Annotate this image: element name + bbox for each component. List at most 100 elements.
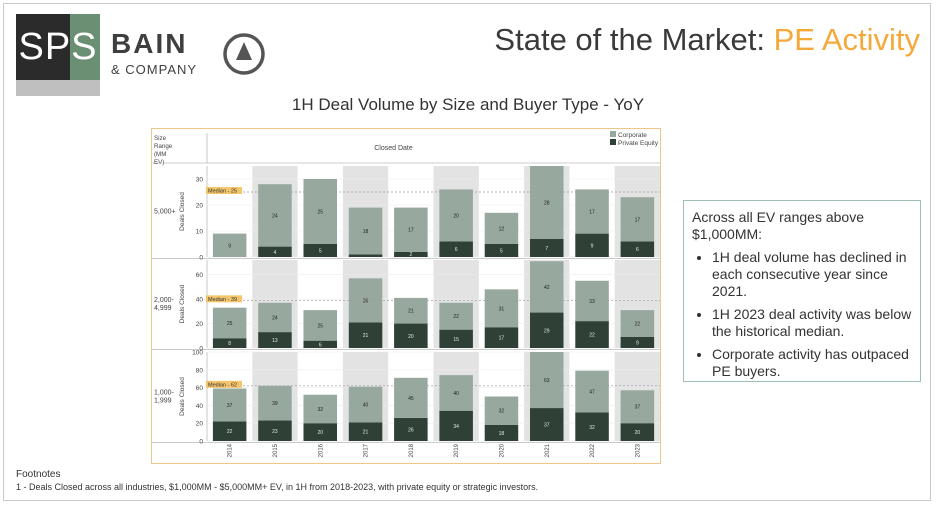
bar-corporate (394, 207, 428, 252)
bar-private-equity (439, 241, 473, 257)
bar-private-equity (258, 332, 292, 348)
bar-corporate (439, 375, 473, 411)
data-label-corporate: 37 (635, 405, 641, 411)
bar-private-equity (303, 340, 338, 348)
data-label-corporate: 22 (635, 322, 641, 328)
bar-private-equity (575, 412, 609, 441)
data-label-corporate: 18 (363, 229, 369, 235)
data-label-corporate: 33 (589, 299, 595, 305)
data-label-corporate: 39 (272, 401, 278, 407)
row-header-label: EV) (154, 159, 164, 166)
bar-private-equity (394, 323, 428, 348)
y-axis-label: Deals Closed (179, 377, 186, 416)
legend-label-corporate: Corporate (618, 132, 647, 139)
data-label-private-equity: 34 (453, 424, 459, 430)
bar-corporate (620, 197, 655, 242)
row-header-label: Size (154, 135, 167, 142)
data-label-private-equity: 22 (589, 333, 595, 339)
bar-corporate (212, 233, 247, 257)
chart-area: Size Range (MM EV) Closed Date Corporate Priva… (151, 128, 661, 464)
x-tick-label: 2021 (545, 443, 551, 457)
bar-private-equity (303, 423, 338, 441)
bar-corporate (575, 370, 609, 413)
bar-corporate (439, 302, 473, 330)
bar-private-equity (394, 251, 428, 257)
y-tick-label: 60 (196, 385, 204, 392)
x-tick-label: 2016 (318, 443, 324, 457)
y-tick-label: 30 (196, 177, 204, 184)
sps-bain-logo: SPS BAIN & COMPANY (16, 14, 266, 98)
data-label-corporate: 37 (227, 403, 233, 409)
legend-label-private-equity: Private Equity (618, 140, 659, 147)
footnotes-text: 1 - Deals Closed across all industries, … (16, 482, 539, 492)
data-label-private-equity: 5 (500, 249, 503, 255)
bar-corporate (394, 377, 428, 418)
size-range-label: 1,999 (154, 398, 172, 405)
legend-swatch-private-equity (610, 139, 616, 145)
y-tick-label: 20 (196, 421, 204, 428)
data-label-private-equity: 5 (319, 249, 322, 255)
data-label-corporate: 22 (453, 314, 459, 320)
size-range-label: 2,000- (154, 297, 175, 304)
bar-corporate (529, 166, 564, 239)
bar-corporate (620, 390, 655, 424)
bain-wordmark: BAIN (111, 28, 188, 59)
bar-corporate (529, 352, 564, 409)
bar-corporate (575, 280, 609, 322)
data-label-private-equity: 17 (499, 336, 505, 342)
y-axis-label: Deals Closed (179, 284, 186, 323)
y-tick-label: 100 (192, 350, 203, 357)
bar-private-equity (258, 246, 292, 257)
y-axis-label: Deals Closed (179, 192, 186, 231)
bar-corporate (303, 394, 338, 424)
data-label-private-equity: 20 (408, 334, 414, 340)
data-label-private-equity: 20 (635, 430, 641, 436)
bar-private-equity (439, 410, 473, 441)
data-label-private-equity: 8 (228, 341, 231, 347)
callout-bullet: 1H deal volume has declined in each cons… (712, 249, 912, 300)
bar-private-equity (439, 329, 473, 348)
x-tick-label: 2018 (409, 443, 415, 457)
bar-corporate (484, 212, 519, 244)
bar-corporate (303, 179, 338, 244)
data-label-private-equity: 2 (409, 252, 412, 258)
bar-corporate (303, 310, 338, 341)
bar-private-equity (620, 423, 655, 441)
callout-box: Across all EV ranges above $1,000MM: 1H … (683, 200, 921, 382)
data-label-corporate: 24 (272, 213, 278, 219)
data-label-private-equity: 21 (363, 430, 369, 436)
bar-private-equity (258, 420, 292, 441)
bar-private-equity (212, 421, 247, 441)
median-label: Median - 25 (208, 189, 237, 195)
y-tick-label: 60 (196, 272, 204, 279)
callout-heading: Across all EV ranges above $1,000MM: (692, 209, 864, 242)
bar-corporate (529, 261, 564, 313)
bar-private-equity (348, 254, 383, 257)
x-tick-label: 2019 (454, 443, 460, 457)
data-label-private-equity: 7 (545, 246, 548, 252)
y-tick-label: 40 (196, 297, 204, 304)
callout-list: 1H deal volume has declined in each cons… (692, 249, 912, 380)
bar-corporate (212, 307, 247, 339)
median-label: Median - 39 (208, 297, 237, 303)
x-tick-label: 2017 (364, 443, 370, 457)
page-title-main: State of the Market: (494, 22, 774, 57)
bar-corporate (439, 189, 473, 242)
data-label-corporate: 21 (408, 309, 414, 315)
logo-gray-bar (16, 80, 100, 96)
data-label-corporate: 17 (408, 228, 414, 234)
bar-corporate (575, 189, 609, 234)
bar-corporate (258, 184, 292, 247)
bar-private-equity (348, 422, 383, 441)
row-header-label: Range (154, 143, 173, 150)
data-label-corporate: 40 (363, 403, 369, 409)
data-label-private-equity: 9 (636, 341, 639, 347)
data-label-private-equity: 37 (544, 423, 550, 429)
bar-corporate (348, 386, 383, 423)
data-label-corporate: 20 (453, 213, 459, 219)
data-label-private-equity: 6 (319, 342, 322, 348)
data-label-private-equity: 20 (317, 430, 323, 436)
bar-private-equity (529, 312, 564, 348)
y-tick-label: 80 (196, 367, 204, 374)
